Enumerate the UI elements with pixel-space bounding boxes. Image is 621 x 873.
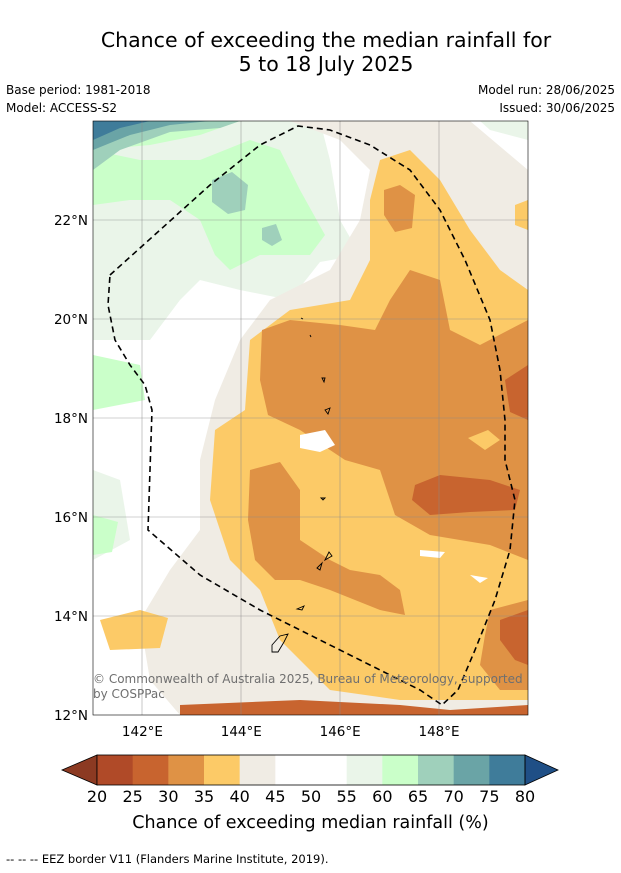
- contour-65-west2: [93, 515, 118, 555]
- lon-tick-label: 148°E: [418, 724, 459, 740]
- colorbar: [60, 754, 559, 786]
- colorbar-over-triangle: [524, 754, 559, 786]
- island-pagan: [324, 407, 331, 415]
- title-line-1: Chance of exceeding the median rainfall …: [100, 28, 552, 52]
- colorbar-tick-label: 60: [372, 787, 393, 806]
- colorbar-tick-label: 30: [158, 787, 179, 806]
- island-saipan: [323, 551, 333, 562]
- colorbar-under-triangle: [60, 754, 98, 786]
- contour-30-s: [180, 700, 528, 715]
- colorbar-tick-label: 40: [229, 787, 250, 806]
- lat-tick-label: 18°N: [54, 411, 88, 427]
- contour-30-e: [505, 365, 528, 420]
- gridlines: [93, 121, 528, 715]
- colorbar-swatch: [275, 755, 312, 785]
- colorbar-tick-label: 45: [265, 787, 286, 806]
- eez-border: [107, 125, 516, 707]
- contour-70-blob1: [212, 172, 248, 214]
- contour-75-a: [93, 121, 210, 150]
- lat-tick-label: 14°N: [54, 609, 88, 625]
- colorbar-tick-label: 80: [514, 787, 536, 806]
- contour-60-west: [93, 355, 145, 410]
- lon-tick-label: 146°E: [320, 724, 361, 740]
- colorbar-swatch: [97, 755, 134, 785]
- yellow-patch: [468, 430, 500, 450]
- lat-tick-label: 12°N: [54, 708, 88, 724]
- colorbar-label: Chance of exceeding median rainfall (%): [132, 813, 489, 833]
- colorbar-tick-label: 75: [479, 787, 500, 806]
- island-maug: [300, 317, 304, 320]
- lat-tick-label: 20°N: [54, 312, 88, 328]
- colorbar-swatch: [489, 755, 526, 785]
- contour-35-c: [248, 462, 405, 615]
- colorbar-swatch: [204, 755, 241, 785]
- lon-tick-label: 144°E: [221, 724, 262, 740]
- colorbar-swatch: [132, 755, 169, 785]
- white-hole-1: [300, 430, 335, 452]
- colorbar-swatch: [453, 755, 490, 785]
- title-line-2: 5 to 18 July 2025: [238, 52, 414, 76]
- island-agrihan: [321, 377, 326, 384]
- contour-80-a: [93, 121, 150, 140]
- lat-tick-label: 22°N: [54, 213, 88, 229]
- colorbar-swatch: [311, 755, 348, 785]
- lon-axis: 142°E 144°E 146°E 148°E: [122, 724, 460, 740]
- colorbar-tick-label: 65: [407, 787, 429, 806]
- colorbar-tick-label: 70: [443, 787, 464, 806]
- lon-tick-label: 142°E: [122, 724, 163, 740]
- islands: [271, 317, 333, 653]
- island-rota: [295, 605, 305, 611]
- island-asuncion: [309, 334, 312, 338]
- meta-right: Model run: 28/06/2025 Issued: 30/06/2025: [478, 81, 615, 117]
- copyright-text: © Commonwealth of Australia 2025, Bureau…: [93, 672, 523, 701]
- map-title: Chance of exceeding the median rainfall …: [0, 28, 621, 76]
- colorbar-swatch: [239, 755, 276, 785]
- colorbar-swatch: [346, 755, 383, 785]
- map-frame: [92, 120, 529, 716]
- base-period: Base period: 1981-2018: [6, 83, 151, 97]
- issued-date: Issued: 30/06/2025: [499, 101, 615, 115]
- colorbar-swatch: [382, 755, 419, 785]
- white-hole-3: [470, 575, 488, 583]
- contour-40-e: [515, 200, 528, 230]
- island-anatahan: [319, 497, 327, 501]
- meta-left: Base period: 1981-2018 Model: ACCESS-S2: [6, 81, 151, 117]
- colorbar-swatch: [418, 755, 455, 785]
- colorbar-tick-label: 20: [86, 787, 108, 806]
- colorbar-swatch: [168, 755, 205, 785]
- contour-70-blob2: [262, 224, 282, 246]
- lat-axis: 12°N 14°N 16°N 18°N 20°N 22°N: [54, 213, 88, 724]
- island-tinian: [316, 561, 323, 571]
- contour-60-ne: [480, 121, 528, 140]
- colorbar-tick-label: 35: [193, 787, 215, 806]
- colorbar-tick-label: 50: [300, 787, 322, 806]
- colorbar-tick-label: 25: [122, 787, 143, 806]
- model-run: Model run: 28/06/2025: [477, 83, 615, 97]
- contour-40-sw: [100, 610, 168, 650]
- contour-30-se: [500, 610, 528, 665]
- colorbar-frame: [96, 754, 526, 786]
- colorbar-tick-label: 55: [336, 787, 357, 806]
- island-guam: [271, 633, 289, 653]
- eez-footnote: -- -- -- EEZ border V11 (Flanders Marine…: [6, 852, 329, 866]
- lat-tick-label: 16°N: [54, 510, 88, 526]
- model-name: Model: ACCESS-S2: [6, 101, 118, 115]
